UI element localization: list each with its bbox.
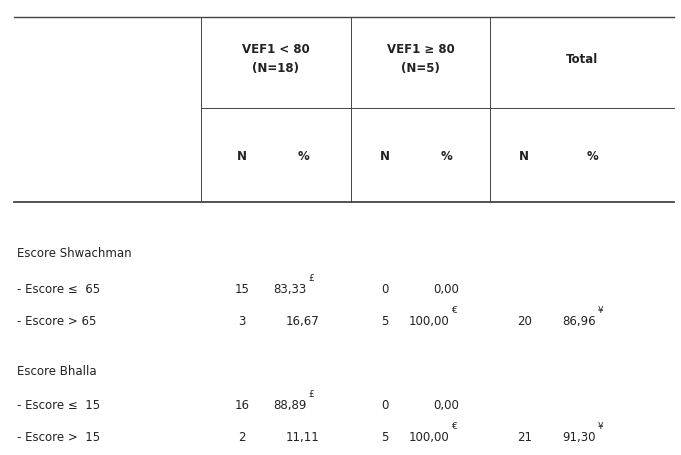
Text: 11,11: 11,11 bbox=[286, 430, 320, 443]
Text: 5: 5 bbox=[381, 430, 388, 443]
Text: 100,00: 100,00 bbox=[409, 314, 449, 327]
Text: 0: 0 bbox=[381, 399, 388, 411]
Text: VEF1 < 80
(N=18): VEF1 < 80 (N=18) bbox=[242, 43, 310, 75]
Text: ¥: ¥ bbox=[598, 305, 603, 314]
Text: 83,33: 83,33 bbox=[273, 283, 306, 295]
Text: 21: 21 bbox=[517, 430, 532, 443]
Text: VEF1 ≥ 80
(N=5): VEF1 ≥ 80 (N=5) bbox=[387, 43, 454, 75]
Text: £: £ bbox=[308, 273, 314, 282]
Text: Total: Total bbox=[566, 53, 599, 66]
Text: %: % bbox=[297, 149, 309, 162]
Text: 0,00: 0,00 bbox=[433, 283, 459, 295]
Text: - Escore >  15: - Escore > 15 bbox=[17, 430, 100, 443]
Text: 100,00: 100,00 bbox=[409, 430, 449, 443]
Text: €: € bbox=[452, 421, 457, 430]
Text: 5: 5 bbox=[381, 314, 388, 327]
Text: - Escore > 65: - Escore > 65 bbox=[17, 314, 97, 327]
Text: - Escore ≤  15: - Escore ≤ 15 bbox=[17, 399, 100, 411]
Text: N: N bbox=[520, 149, 529, 162]
Text: 88,89: 88,89 bbox=[273, 399, 306, 411]
Text: %: % bbox=[586, 149, 599, 162]
Text: Escore Bhalla: Escore Bhalla bbox=[17, 364, 97, 377]
Text: - Escore ≤  65: - Escore ≤ 65 bbox=[17, 283, 100, 295]
Text: 86,96: 86,96 bbox=[563, 314, 596, 327]
Text: €: € bbox=[452, 305, 457, 314]
Text: %: % bbox=[440, 149, 452, 162]
Text: 16,67: 16,67 bbox=[286, 314, 320, 327]
Text: 3: 3 bbox=[238, 314, 245, 327]
Text: 20: 20 bbox=[517, 314, 532, 327]
Text: 0: 0 bbox=[381, 283, 388, 295]
Text: N: N bbox=[237, 149, 247, 162]
Text: 2: 2 bbox=[238, 430, 246, 443]
Text: 0,00: 0,00 bbox=[433, 399, 459, 411]
Text: £: £ bbox=[308, 389, 314, 398]
Text: 91,30: 91,30 bbox=[563, 430, 596, 443]
Text: 16: 16 bbox=[234, 399, 249, 411]
Text: Escore Shwachman: Escore Shwachman bbox=[17, 246, 131, 259]
Text: N: N bbox=[380, 149, 390, 162]
Text: 15: 15 bbox=[234, 283, 249, 295]
Text: ¥: ¥ bbox=[598, 421, 603, 430]
